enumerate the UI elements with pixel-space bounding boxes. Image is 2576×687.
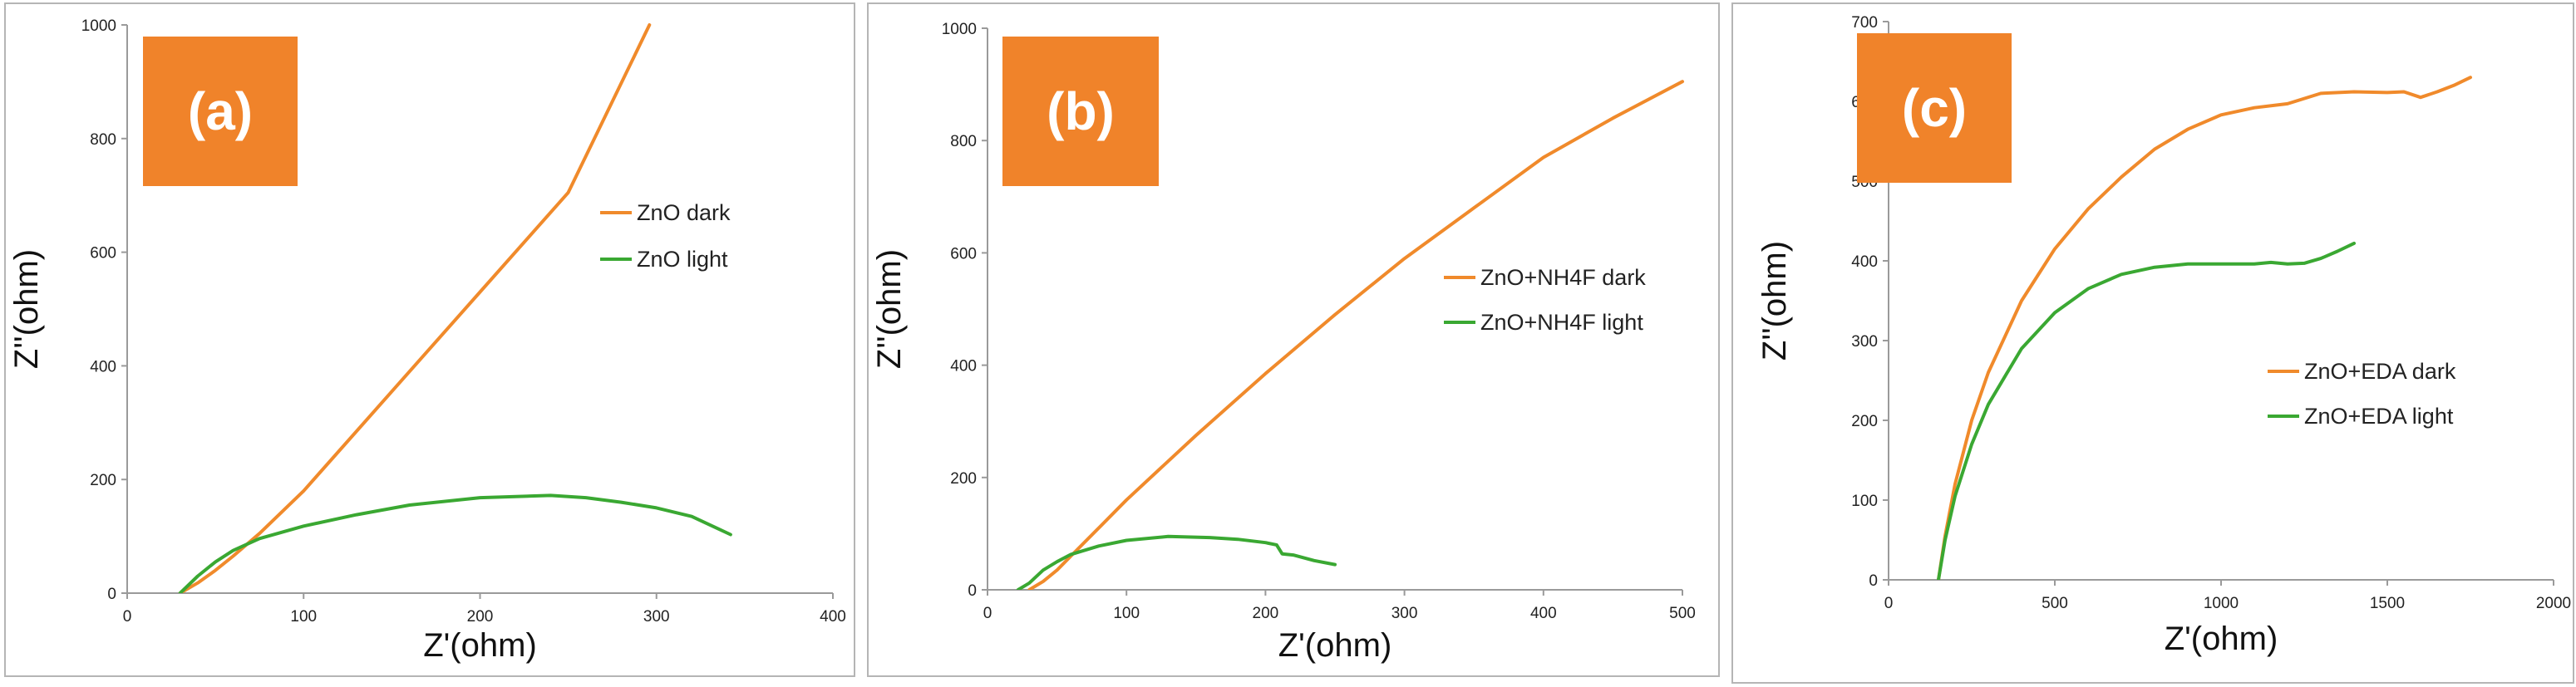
x-axis-label: Z'(ohm) — [1278, 627, 1392, 664]
y-tick-label: 1000 — [81, 17, 116, 35]
chart-panel-1: 0 200 400 600 800 1000 0 100 200 300 400 Z'(ohm) Z''… — [4, 2, 855, 677]
y-tick-label: 800 — [950, 133, 977, 150]
x-tick-label: 300 — [643, 608, 670, 626]
y-tick-label: 300 — [1851, 333, 1878, 351]
series-line-light — [1016, 534, 1337, 590]
chart-panel-2: 0 200 400 600 800 1000 0 100 200 300 400 500 Z'(ohm)… — [867, 2, 1720, 677]
x-tick-label: 300 — [1391, 605, 1418, 622]
legend-label: ZnO light — [637, 247, 728, 272]
y-tick-label: 600 — [90, 245, 116, 263]
y-tick-label: 0 — [968, 582, 977, 600]
y-tick-label: 1000 — [942, 21, 977, 38]
y-tick-label: 600 — [950, 245, 977, 263]
x-tick-label: 400 — [820, 608, 846, 626]
y-tick-label: 400 — [1851, 253, 1878, 271]
panel-label-box — [1002, 37, 1159, 186]
panel-label-box — [143, 37, 298, 186]
x-tick-label: 100 — [290, 608, 317, 626]
x-tick-label: 1500 — [2370, 595, 2405, 612]
y-tick-label: 0 — [1869, 572, 1878, 590]
series-line-light — [1937, 241, 2356, 580]
y-tick-label: 200 — [950, 470, 977, 488]
x-tick-label: 200 — [1253, 605, 1279, 622]
series-line-dark — [1937, 76, 2472, 580]
x-tick-label: 2000 — [2536, 595, 2571, 612]
y-tick-label: 400 — [950, 358, 977, 375]
legend-label: ZnO+EDA dark — [2304, 359, 2456, 384]
panel-frame — [4, 2, 855, 677]
y-tick-label: 0 — [107, 586, 116, 603]
x-tick-label: 0 — [1884, 595, 1894, 612]
y-axis-label: Z''(ohm) — [1756, 241, 1793, 361]
panel-label: (a) — [188, 81, 253, 141]
y-tick-label: 200 — [90, 472, 116, 489]
x-tick-label: 500 — [2042, 595, 2068, 612]
y-axis-label: Z''(ohm) — [871, 249, 908, 369]
y-tick-label: 200 — [1851, 413, 1878, 430]
y-tick-label: 400 — [90, 358, 116, 375]
series-line-light — [178, 493, 732, 593]
y-tick-label: 700 — [1851, 14, 1878, 32]
panel-label-box — [1857, 33, 2012, 183]
chart-panel-3: 01002003004005006007000500100015002000Z'… — [1731, 2, 2574, 684]
y-axis-label: Z''(ohm) — [8, 249, 45, 369]
legend-label: ZnO+NH4F light — [1480, 310, 1643, 335]
legend-label: ZnO+EDA light — [2304, 404, 2454, 429]
x-tick-label: 100 — [1113, 605, 1140, 622]
x-tick-label: 200 — [467, 608, 494, 626]
series-line-dark — [1027, 80, 1684, 590]
legend-label: ZnO+NH4F dark — [1480, 265, 1646, 290]
panel-frame — [867, 2, 1720, 677]
x-tick-label: 0 — [123, 608, 132, 626]
x-axis-label: Z'(ohm) — [423, 627, 537, 664]
x-tick-label: 0 — [983, 605, 992, 622]
x-tick-label: 400 — [1530, 605, 1557, 622]
panel-label: (c) — [1902, 78, 1967, 138]
legend-label: ZnO dark — [637, 200, 731, 225]
series-line-dark — [178, 23, 652, 593]
y-tick-label: 100 — [1851, 493, 1878, 510]
y-tick-label: 800 — [90, 131, 116, 149]
x-tick-label: 1000 — [2204, 595, 2239, 612]
x-tick-label: 500 — [1669, 605, 1696, 622]
x-axis-label: Z'(ohm) — [2165, 621, 2278, 657]
panel-label: (b) — [1047, 81, 1115, 141]
